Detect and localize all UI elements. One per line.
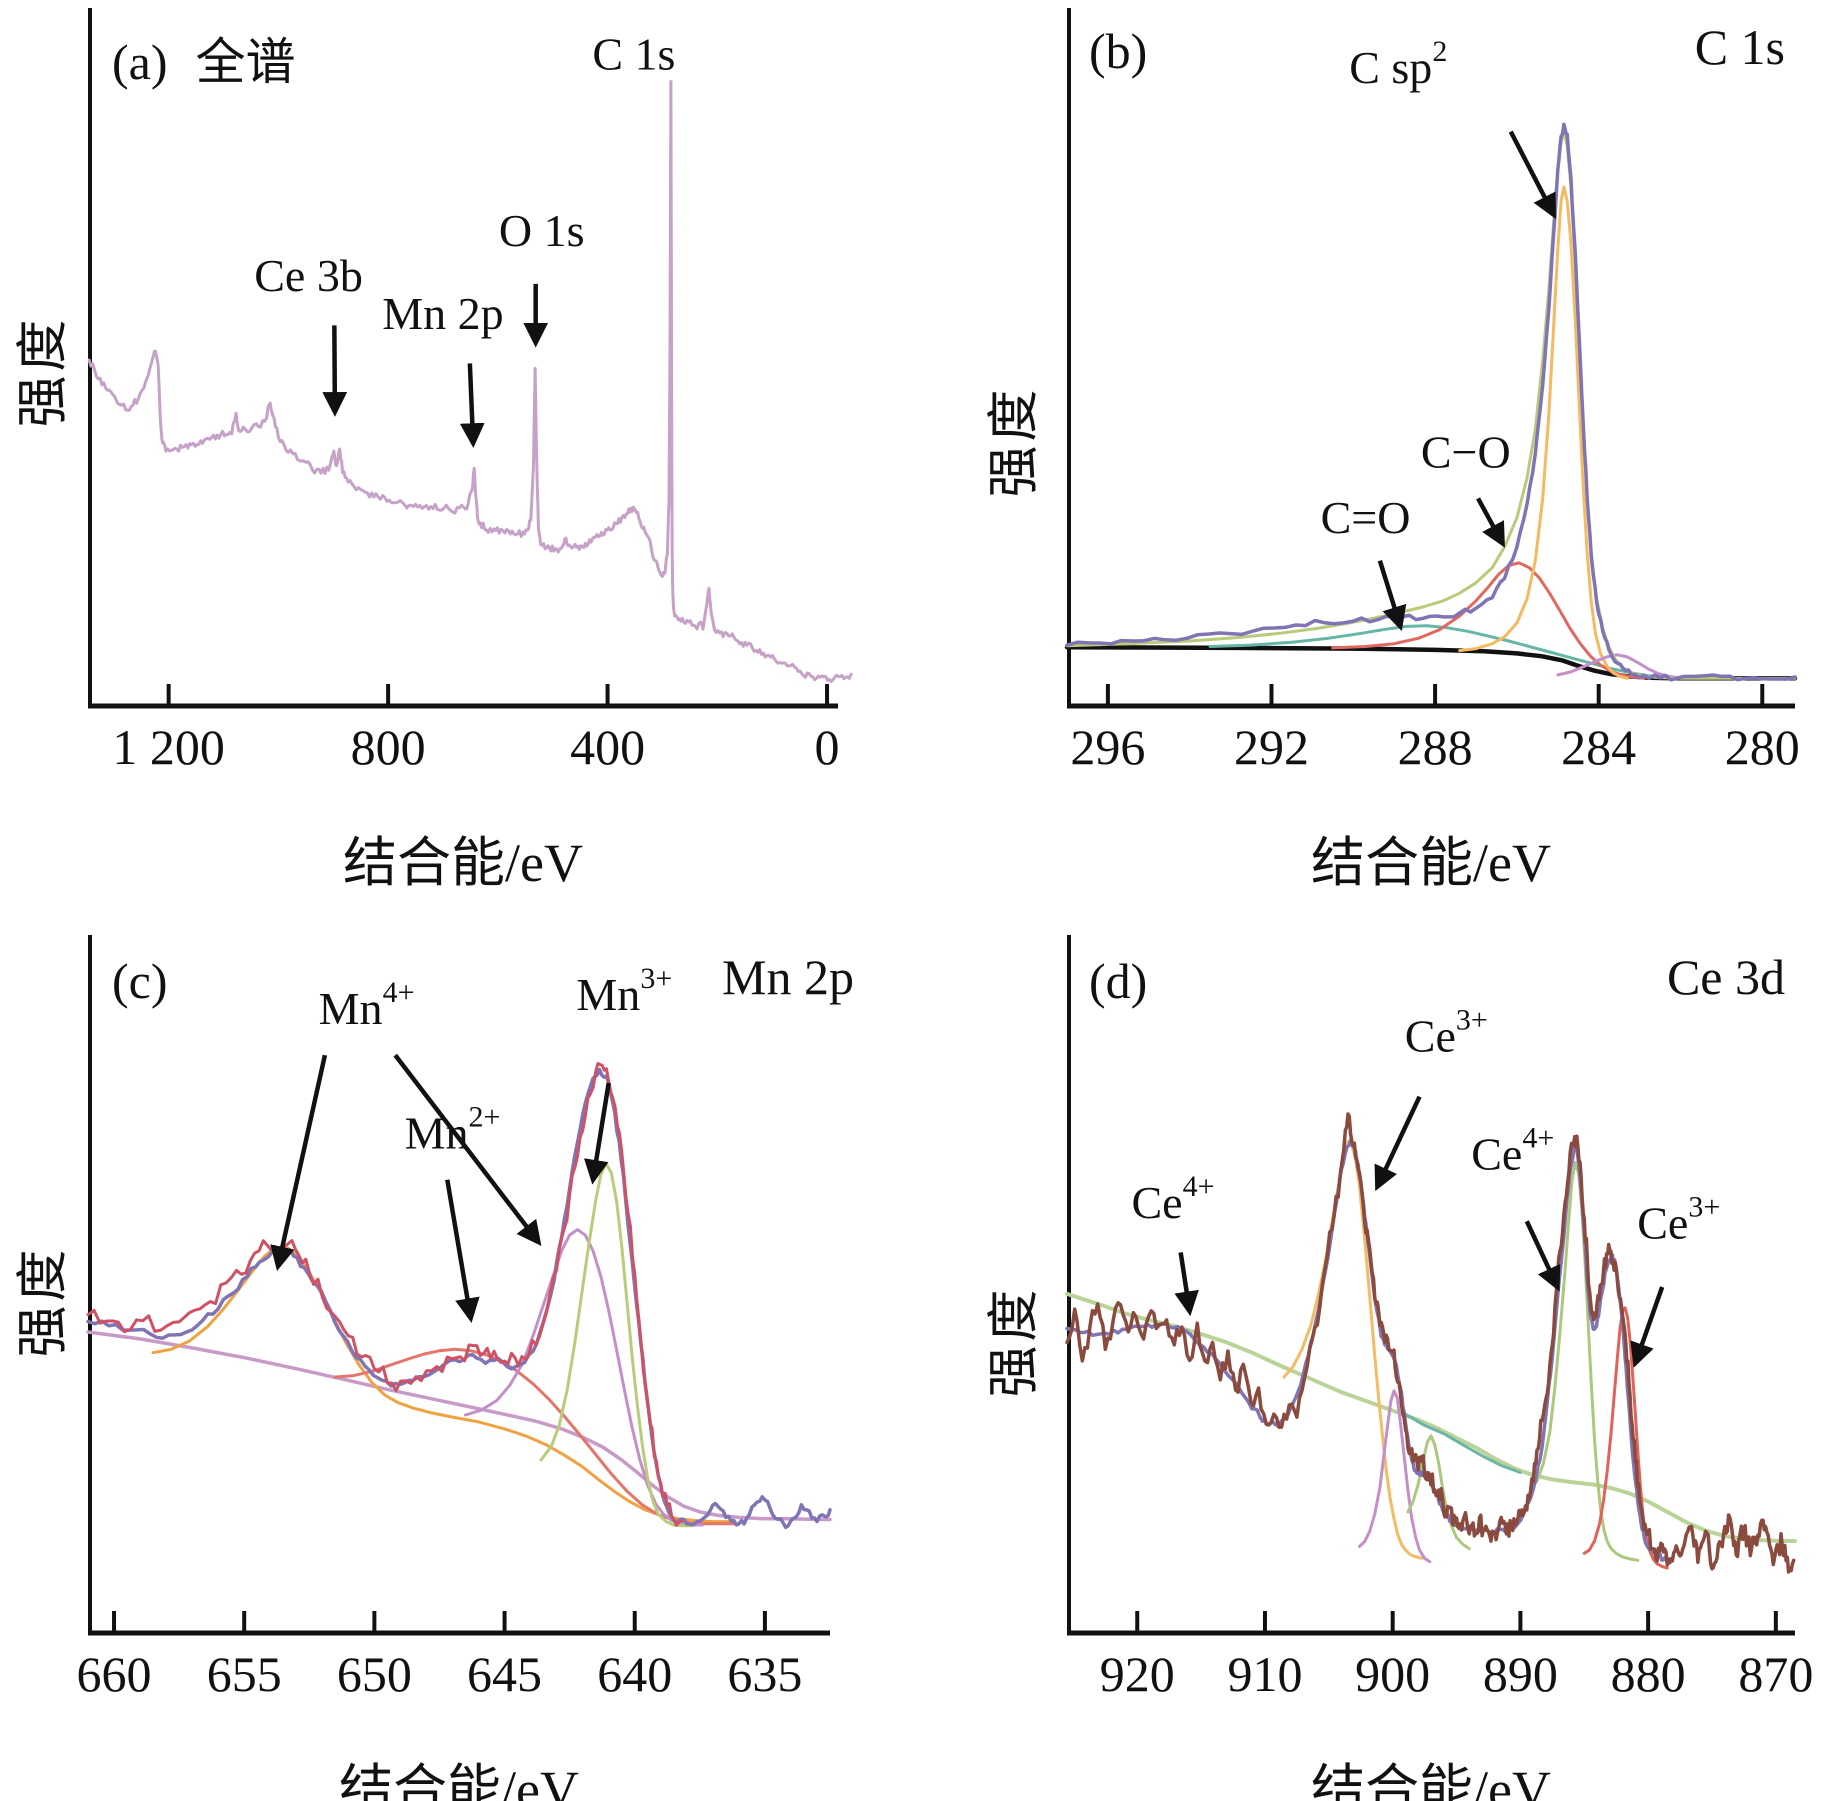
series-raw-data: [1065, 122, 1797, 682]
series-component-Mn2+: [333, 1347, 741, 1526]
y-axis-label-c: 强度: [15, 1245, 73, 1358]
x-tick-label: 655: [207, 1646, 282, 1702]
series-component-C-O: [1331, 561, 1646, 680]
peak-label-mn2+: Mn2+: [405, 1101, 501, 1159]
annotation-arrow: [1630, 1286, 1665, 1368]
peak-label-mn2p: Mn 2p: [382, 288, 503, 339]
series-component-Ce3+-u: [1282, 1140, 1424, 1560]
x-axis-label-d: 结合能/eV: [1311, 1760, 1551, 1801]
panel-a: 强度 1 200 800 400 0 C 1s O 1s Ce 3b Mn 2p (a) 全谱 …: [0, 0, 916, 900]
x-tick-label: 645: [467, 1646, 542, 1702]
x-tick-label: 292: [1234, 719, 1309, 775]
y-axis-label-d: 强度: [986, 1285, 1044, 1398]
x-tick-label: 280: [1725, 719, 1800, 775]
x-tick-label: 635: [727, 1646, 802, 1702]
series-background: [1064, 644, 1798, 681]
x-tick-label: 880: [1611, 1646, 1686, 1702]
series-background-teal: [1404, 1412, 1522, 1474]
peak-label-csp2: C sp2: [1349, 35, 1447, 93]
annotation-arrow: [270, 1054, 328, 1272]
annotation-arrow: [445, 1179, 480, 1324]
annotation-arrow: [393, 1053, 542, 1246]
x-tick-label: 900: [1355, 1646, 1430, 1702]
peak-label-ce3+-main: Ce3+: [1405, 1004, 1488, 1062]
peak-label-mn3+: Mn3+: [576, 962, 672, 1020]
x-axis-label-b: 结合能/eV: [1311, 833, 1551, 893]
peak-label-ce4+-left: Ce4+: [1131, 1170, 1214, 1228]
x-tick-label: 660: [77, 1646, 152, 1702]
panel-b-corner-label: C 1s: [1694, 19, 1785, 75]
peak-label-c=o: C=O: [1321, 492, 1411, 543]
peak-label-mn4+: Mn4+: [319, 976, 415, 1034]
panel-c-letter: (c): [112, 953, 168, 1009]
series-component-Mn3+: [539, 1162, 694, 1528]
annotation-arrow: [1508, 130, 1556, 220]
panel-b-letter: (b): [1089, 23, 1148, 79]
series-component-green-small: [1406, 1434, 1471, 1551]
peak-label-o1s: O 1s: [499, 205, 585, 256]
peak-label-ce3b: Ce 3b: [254, 250, 363, 301]
panel-a-tag: (a) 全谱: [112, 22, 296, 94]
panel-a-letter: (a): [112, 34, 168, 90]
series-survey-spectrum: [87, 80, 853, 684]
panel-c-tag: (c): [112, 952, 168, 1010]
panel-d-corner-label: Ce 3d: [1666, 949, 1785, 1005]
annotation-arrow: [1374, 1095, 1422, 1192]
panel-d-letter: (d): [1089, 953, 1148, 1009]
annotation-arrow: [459, 363, 485, 448]
panel-b-plot: 296 292 288 284 280 C sp2 C−OC=O: [1064, 8, 1800, 775]
panel-d: 强度 920 910 900 890 880 870 Ce4+ Ce3+ Ce4+ Ce3+ (d…: [917, 900, 1833, 1801]
panel-a-title: 全谱: [195, 34, 296, 90]
series-fit-envelope: [1065, 130, 1797, 680]
panel-a-plot: 1 200 800 400 0 C 1s O 1s Ce 3b Mn 2p: [87, 8, 853, 775]
x-tick-label: 1 200: [112, 719, 225, 775]
series-component-minor: [1556, 653, 1680, 680]
x-tick-label: 800: [351, 719, 426, 775]
y-axis-label-a: 强度: [15, 315, 73, 428]
series-background: [86, 1330, 832, 1522]
x-tick-label: 296: [1070, 719, 1145, 775]
annotation-arrow: [1377, 560, 1407, 632]
y-axis-label-b: 强度: [986, 385, 1044, 498]
series-component-Mn4+-2p12: [151, 1245, 736, 1524]
peak-label-ce4+-right: Ce4+: [1471, 1121, 1554, 1179]
x-tick-label: 400: [570, 719, 645, 775]
x-tick-label: 920: [1100, 1646, 1175, 1702]
panel-c-plot: 660 655 650 645 640 635 Mn4+ Mn2+ Mn3+: [77, 935, 832, 1702]
peak-label-ce3+-right: Ce3+: [1637, 1191, 1720, 1249]
series-component-violet: [1358, 1389, 1432, 1564]
annotation-arrow: [1524, 1220, 1561, 1292]
x-tick-label: 288: [1398, 719, 1473, 775]
annotation-arrow: [1476, 497, 1505, 548]
peak-label-c-o: C−O: [1421, 426, 1511, 477]
x-tick-label: 870: [1738, 1646, 1813, 1702]
annotation-arrow: [1174, 1252, 1199, 1317]
x-tick-label: 650: [337, 1646, 412, 1702]
annotation-arrow: [584, 1082, 611, 1185]
panel-d-plot: 920 910 900 890 880 870 Ce4+ Ce3+ Ce4+ Ce3+: [1065, 935, 1813, 1702]
series-background: [1065, 1291, 1797, 1543]
x-tick-label: 910: [1227, 1646, 1302, 1702]
x-tick-label: 0: [815, 719, 840, 775]
panel-b: 强度 296 292 288 284 280 C sp2 C−O C=O (b) C 1s 结…: [917, 0, 1833, 900]
panel-c-corner-label: Mn 2p: [722, 949, 854, 1005]
panel-c: 强度 660 655 650 645 640 635 Mn4+ Mn2+ Mn3+ (c) Mn…: [0, 900, 916, 1801]
x-tick-label: 640: [597, 1646, 672, 1702]
series-raw-data: [86, 1062, 684, 1527]
x-axis-label-c: 结合能/eV: [339, 1760, 579, 1801]
series-raw-data: [1065, 1112, 1796, 1574]
x-tick-label: 890: [1483, 1646, 1558, 1702]
panel-d-tag: (d): [1089, 952, 1147, 1010]
x-tick-label: 284: [1561, 719, 1636, 775]
series-component-Csp2: [1458, 185, 1629, 680]
peak-label-c1s: C 1s: [592, 28, 675, 79]
x-axis-label-a: 结合能/eV: [343, 833, 583, 893]
panel-b-tag: (b): [1089, 22, 1147, 80]
annotation-arrow: [322, 325, 348, 417]
